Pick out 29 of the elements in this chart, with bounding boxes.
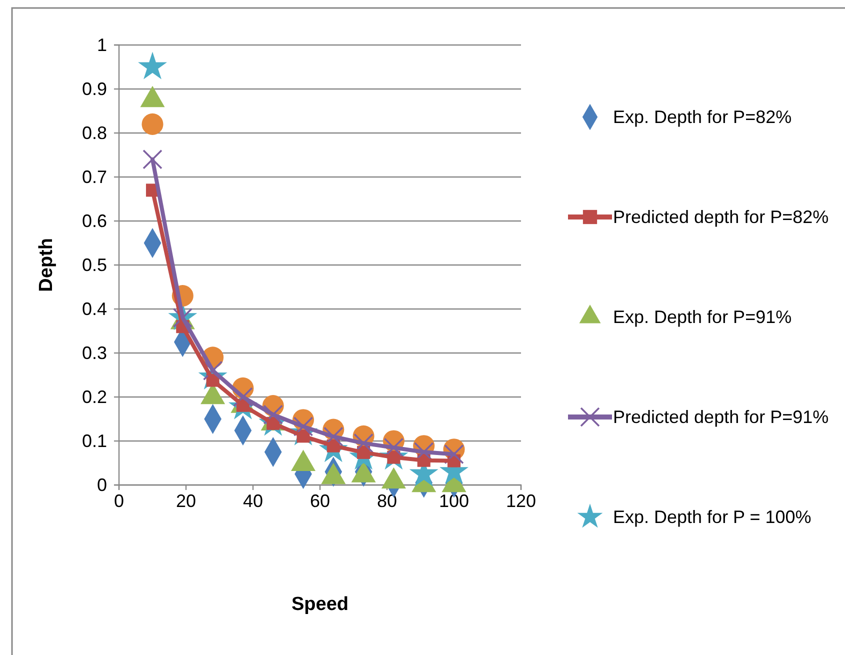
- y-tick-label: 0.8: [82, 122, 107, 143]
- y-tick-label: 0.6: [82, 210, 107, 231]
- y-tick-label: 0: [96, 474, 107, 495]
- x-axis-title: Speed: [291, 594, 349, 615]
- legend-label: Exp. Depth for P=82%: [613, 107, 792, 127]
- y-tick-label: 0.2: [82, 386, 107, 407]
- y-tick-label: 1: [96, 34, 107, 55]
- legend-label: Exp. Depth for P=91%: [613, 307, 792, 327]
- y-tick-label: 0.4: [82, 298, 107, 319]
- legend-label: Exp. Depth for P = 100%: [613, 507, 812, 527]
- x-tick-label: 100: [438, 491, 470, 511]
- point: [142, 150, 162, 170]
- point: [138, 52, 167, 80]
- y-axis-title: Depth: [36, 238, 57, 292]
- legend-label: Predicted depth for P=91%: [613, 407, 829, 427]
- x-tick-label: 0: [114, 491, 124, 511]
- point: [444, 444, 464, 464]
- point: [142, 113, 164, 135]
- y-tick-label: 0.5: [82, 254, 107, 275]
- y-tick-label: 0.3: [82, 342, 107, 363]
- y-tick-label: 0.9: [82, 78, 107, 99]
- x-tick-label: 80: [376, 491, 398, 511]
- legend-label: Predicted depth for P=82%: [613, 207, 829, 227]
- x-tick-label: 40: [242, 491, 264, 511]
- x-tick-label: 20: [176, 491, 196, 511]
- y-tick-label: 0.1: [82, 430, 107, 451]
- x-tick-label: 60: [310, 491, 330, 511]
- x-tick-label: 120: [506, 491, 536, 511]
- y-tick-label: 0.7: [82, 166, 107, 187]
